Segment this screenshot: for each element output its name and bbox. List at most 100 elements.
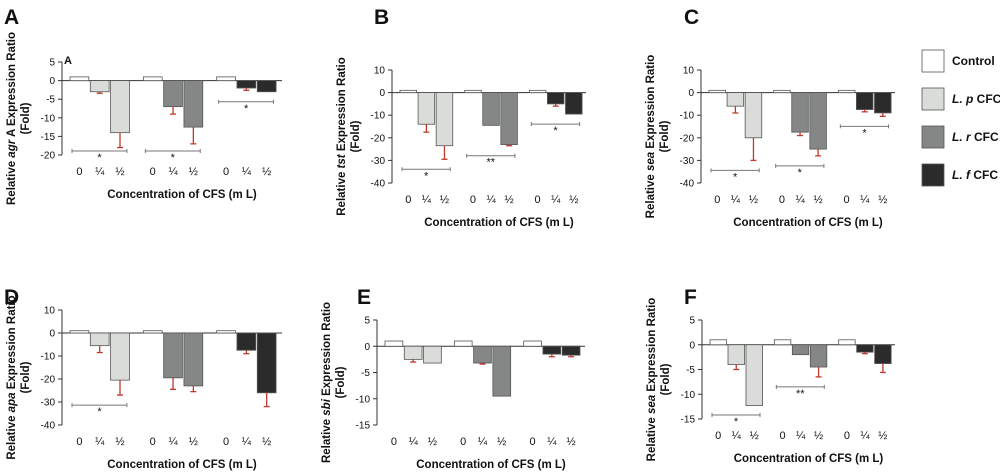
y-axis-title: Relative sea Expression Ratio — [645, 55, 657, 219]
category-label: ¼ — [732, 430, 742, 442]
y-axis-title-post: Expression Ratio — [645, 55, 657, 152]
significance-label: ** — [487, 157, 496, 169]
bar — [183, 80, 204, 128]
category-label: ¼ — [860, 430, 870, 442]
bar — [236, 332, 257, 351]
bar — [542, 345, 562, 355]
category-label: ½ — [189, 166, 198, 178]
bar — [708, 89, 726, 93]
category-label: ½ — [262, 436, 271, 448]
panel-label: D — [4, 286, 19, 309]
bar — [500, 92, 518, 145]
y-axis-title-pre: Relative — [646, 414, 658, 461]
legend-label-text: CFC — [970, 168, 998, 182]
category-label: ¼ — [796, 430, 806, 442]
bar — [482, 92, 500, 126]
category-label: 0 — [76, 436, 82, 448]
bar — [745, 344, 763, 407]
y-tick-label: -10 — [681, 390, 696, 401]
y-axis-title: Relative tst Expression Ratio — [336, 57, 348, 216]
legend-swatch-control — [921, 49, 945, 73]
significance-label: * — [798, 167, 803, 179]
category-label: ½ — [569, 194, 578, 206]
significance-label: * — [424, 170, 429, 182]
bar — [528, 89, 547, 93]
bar — [163, 80, 183, 108]
category-label: ½ — [750, 430, 759, 442]
category-label: 0 — [76, 166, 82, 178]
category-label: 0 — [779, 194, 785, 206]
category-label: ½ — [115, 166, 124, 178]
y-tick-label: -15 — [681, 415, 696, 426]
category-label: ¼ — [547, 436, 557, 448]
y-tick-label: 5 — [49, 58, 55, 69]
y-tick-label: 10 — [683, 66, 695, 77]
x-axis-title: Concentration of CFS (m L) — [107, 459, 257, 471]
y-axis-title-gene: apa — [6, 392, 18, 412]
y-tick-label: -10 — [41, 352, 56, 363]
y-axis-title-pre: Relative — [6, 158, 18, 205]
category-label: ¼ — [168, 166, 178, 178]
y-tick-label: -10 — [41, 113, 56, 124]
category-label: ½ — [749, 194, 758, 206]
category-label: ¼ — [478, 436, 488, 448]
y-axis-title-post: Expression Ratio — [336, 57, 348, 154]
bar — [809, 92, 827, 150]
corner-label: A — [64, 55, 72, 67]
y-axis-title: Relative sbi Expression Ratio — [321, 302, 333, 463]
y-axis-title-post: A Expression Ratio — [6, 32, 18, 140]
bar — [256, 332, 277, 394]
bar — [110, 80, 130, 134]
category-label: ½ — [262, 166, 271, 178]
y-axis-title: Relative apa Expression Ratio — [6, 295, 18, 459]
y-axis-title-pre: Relative — [6, 412, 18, 459]
y-tick-label: -10 — [371, 111, 386, 122]
bar — [773, 89, 791, 93]
bar — [856, 344, 874, 353]
category-label: 0 — [844, 194, 850, 206]
category-label: 0 — [715, 430, 721, 442]
bar — [163, 332, 183, 379]
y-tick-label: -30 — [41, 398, 56, 409]
category-label: ¼ — [95, 166, 105, 178]
bar — [236, 80, 257, 89]
significance-label: * — [553, 125, 558, 137]
bar — [435, 92, 454, 147]
y-axis-title: Relative sea Expression Ratio — [646, 298, 658, 462]
bar — [89, 332, 110, 347]
legend-label-italic: L. p — [952, 92, 973, 106]
x-axis-title: Concentration of CFS (m L) — [734, 453, 884, 465]
y-tick-label: 0 — [689, 340, 695, 351]
y-tick-label: 0 — [49, 76, 55, 87]
y-tick-label: 0 — [364, 342, 370, 353]
y-tick-label: 0 — [379, 88, 385, 99]
y-axis-title-unit: (Fold) — [335, 366, 347, 398]
legend-label-text: CFC — [973, 92, 1000, 106]
y-tick-label: 0 — [688, 88, 694, 99]
category-label: 0 — [535, 194, 541, 206]
bar — [773, 339, 792, 346]
legend-label-control: Control — [952, 54, 995, 68]
legend-label-lr: L. r CFC — [952, 130, 999, 144]
x-axis-title: Concentration of CFS (m L) — [416, 459, 566, 471]
bar — [110, 332, 130, 381]
category-label: 0 — [150, 166, 156, 178]
bar — [547, 92, 565, 105]
y-tick-label: -30 — [680, 156, 695, 167]
x-axis-title: Concentration of CFS (m L) — [733, 217, 883, 229]
y-tick-label: -10 — [356, 394, 371, 405]
category-label: ½ — [428, 436, 437, 448]
y-axis-title-unit: (Fold) — [20, 361, 32, 393]
category-label: ¼ — [95, 436, 105, 448]
bar — [727, 344, 745, 365]
bar — [709, 339, 727, 346]
bar — [744, 92, 763, 139]
category-label: 0 — [150, 436, 156, 448]
